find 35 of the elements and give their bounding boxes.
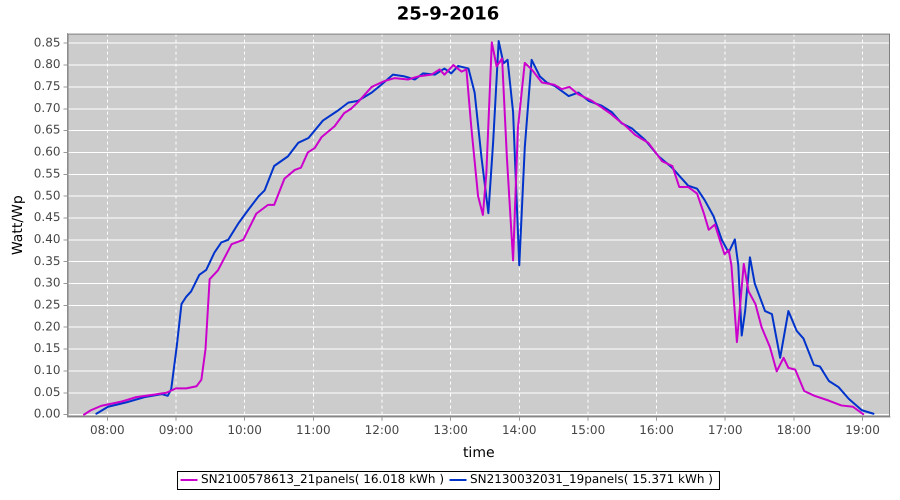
y-tick-label: 0.75 (34, 79, 61, 94)
legend-label: SN2130032031_19panels( 15.371 kWh ) (470, 472, 713, 486)
y-tick-label: 0.70 (34, 100, 61, 115)
x-tick-label: 18:00 (776, 423, 812, 438)
y-axis-title: Watt/Wp (10, 195, 26, 256)
y-tick-label: 0.60 (34, 144, 61, 159)
y-tick-label: 0.85 (34, 35, 61, 50)
y-tick-label: 0.00 (34, 406, 61, 421)
y-tick-label: 0.30 (34, 276, 61, 290)
y-tick-label: 0.40 (34, 232, 61, 246)
y-tick-label: 0.20 (34, 319, 61, 334)
y-tick-label: 0.55 (34, 166, 61, 180)
x-tick-label: 10:00 (227, 423, 262, 438)
x-axis-title: time (462, 445, 495, 462)
y-tick-label: 0.05 (34, 384, 61, 399)
x-tick-label: 15:00 (570, 423, 606, 438)
x-tick-label: 09:00 (158, 423, 194, 438)
y-tick-label: 0.65 (34, 122, 61, 137)
y-tick-label: 0.15 (34, 341, 61, 356)
x-tick-label: 17:00 (708, 423, 743, 438)
x-tick-label: 12:00 (364, 423, 400, 438)
x-tick-label: 14:00 (502, 423, 537, 438)
x-tick-label: 11:00 (296, 423, 331, 438)
legend-label: SN2100578613_21panels( 16.018 kWh ) (201, 472, 444, 486)
y-tick-label: 0.10 (34, 363, 61, 378)
y-tick-label: 0.25 (34, 298, 61, 312)
chart-title: 25-9-2016 (396, 3, 500, 24)
y-tick-label: 0.50 (34, 188, 61, 202)
y-tick-label: 0.35 (34, 254, 61, 268)
x-tick-label: 19:00 (845, 423, 880, 438)
x-tick-label: 13:00 (433, 423, 468, 438)
y-tick-label: 0.45 (34, 210, 61, 224)
y-tick-label: 0.80 (34, 57, 61, 72)
x-tick-label: 08:00 (90, 423, 125, 438)
x-tick-label: 16:00 (639, 423, 674, 438)
